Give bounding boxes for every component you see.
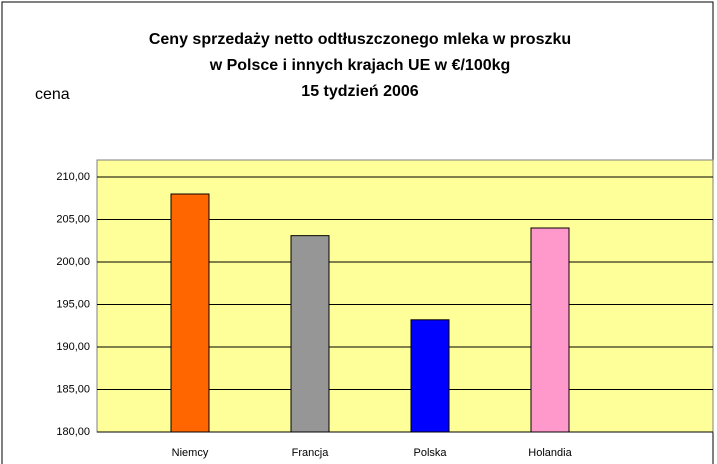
- y-tick-label: 180,00: [56, 426, 90, 438]
- x-tick-label: Francja: [292, 447, 330, 459]
- chart-title: Ceny sprzedaży netto odtłuszczonego mlek…: [149, 31, 571, 48]
- bar: [530, 227, 570, 433]
- x-tick-label: Niemcy: [172, 447, 209, 459]
- y-tick-label: 205,00: [56, 213, 90, 225]
- chart-title: 15 tydzień 2006: [301, 83, 419, 100]
- y-tick-label: 210,00: [56, 171, 90, 183]
- y-tick-label: 195,00: [56, 298, 90, 310]
- x-tick-label: Holandia: [528, 447, 572, 459]
- bar: [290, 235, 330, 433]
- x-tick-label: Polska: [413, 447, 447, 459]
- y-tick-label: 190,00: [56, 341, 90, 353]
- y-axis-label: cena: [35, 86, 70, 103]
- chart-title: w Polsce i innych krajach UE w €/100kg: [209, 57, 511, 74]
- y-tick-label: 185,00: [56, 383, 90, 395]
- bar: [170, 193, 210, 433]
- y-tick-label: 200,00: [56, 256, 90, 268]
- bar: [410, 319, 450, 433]
